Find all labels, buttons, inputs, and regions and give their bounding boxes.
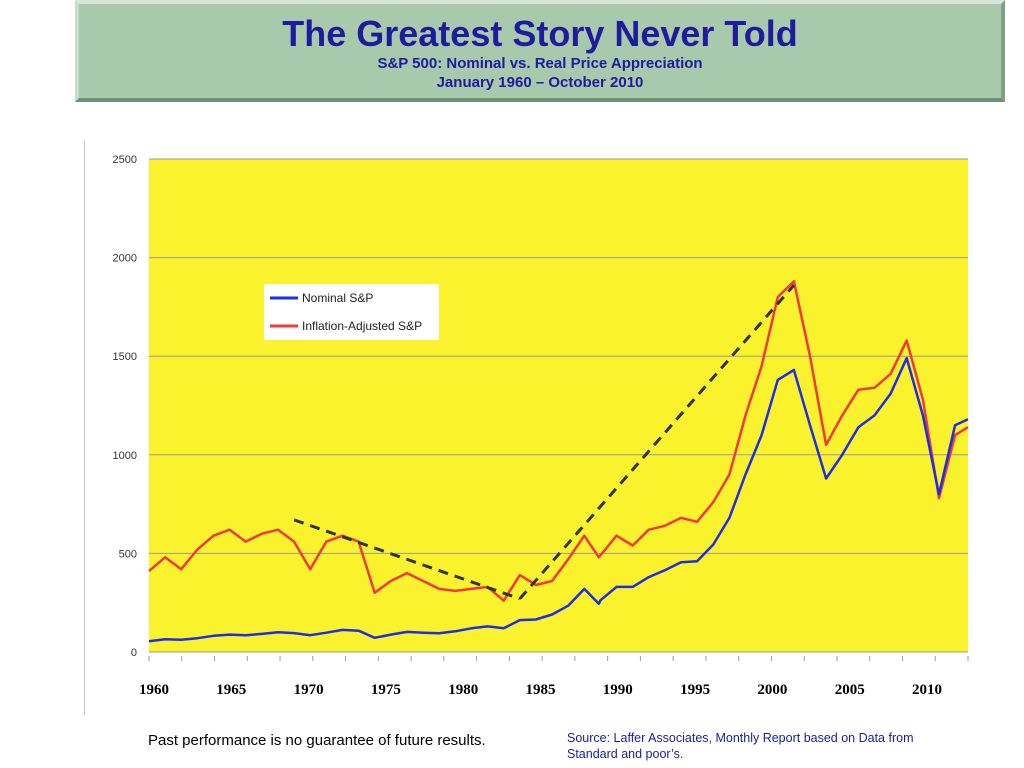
y-tick-label: 500: [119, 548, 137, 560]
x-tick-label: 1975: [371, 682, 401, 698]
chart-subtitle: S&P 500: Nominal vs. Real Price Apprecia…: [377, 55, 703, 72]
x-tick-label: 1990: [603, 682, 633, 698]
x-tick-label: 1965: [216, 682, 246, 698]
series-line-real: [148, 280, 969, 602]
source-text: Source: Laffer Associates, Monthly Repor…: [567, 731, 914, 761]
legend-label-nominal: Nominal S&P: [302, 291, 373, 305]
y-tick-label: 1000: [113, 450, 137, 462]
chart-border: [84, 140, 85, 715]
title-banner: The Greatest Story Never Told S&P 500: N…: [75, 0, 1005, 102]
chart-container: 0 500 1000 1500 2000 2500 1960 1965 1970 1975 198…: [84, 140, 984, 715]
x-tick-label: 2005: [835, 682, 865, 698]
date-range: January 1960 – October 2010: [436, 74, 644, 91]
y-tick-label: 0: [131, 647, 137, 659]
plot-area: [149, 159, 968, 652]
legend-label-real: Inflation-Adjusted S&P: [302, 319, 422, 333]
x-tick-label: 1995: [680, 682, 710, 698]
x-tick-label: 2010: [912, 682, 942, 698]
series-line-nominal: [148, 356, 969, 643]
trend-line: [293, 518, 521, 601]
y-tick-label: 1500: [113, 351, 137, 363]
y-tick-label: 2500: [113, 154, 137, 166]
x-tick-label: 1985: [526, 682, 556, 698]
x-tick-label: 1970: [294, 682, 324, 698]
legend: Nominal S&P Inflation-Adjusted S&P: [264, 284, 439, 340]
y-tick-label: 2000: [113, 253, 137, 265]
disclaimer-text: Past performance is no guarantee of futu…: [148, 732, 486, 749]
x-tick-label: 1980: [448, 682, 478, 698]
page-title: The Greatest Story Never Told: [282, 13, 798, 54]
trend-line: [518, 284, 796, 600]
sp500-chart: 0 500 1000 1500 2000 2500 1960 1965 1970 1975 198…: [113, 154, 969, 698]
x-tick-label: 2000: [757, 682, 787, 698]
x-tick-label: 1960: [139, 682, 169, 698]
